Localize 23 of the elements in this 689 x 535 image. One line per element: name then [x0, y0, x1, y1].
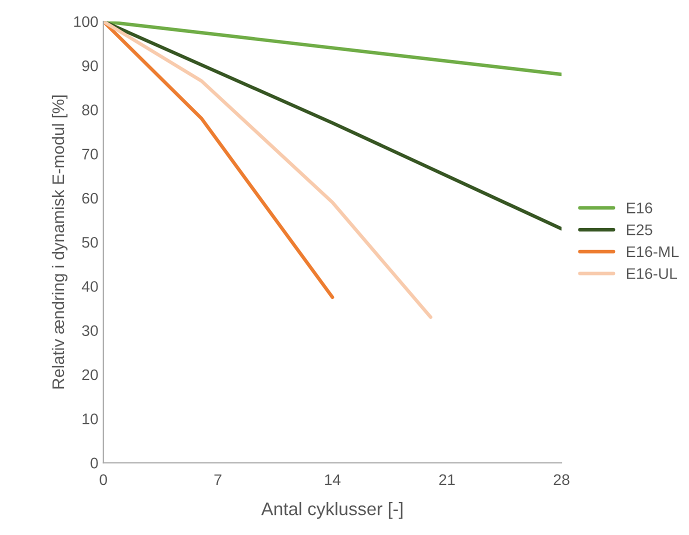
x-tick-label: 7	[214, 474, 222, 485]
y-tick-label: 10	[82, 414, 98, 424]
legend-label: E16-ML	[626, 246, 679, 258]
y-tick-label: 100	[74, 16, 98, 28]
x-tick-label: 28	[554, 474, 570, 486]
y-tick-label: 60	[82, 192, 98, 204]
x-tick-label: 0	[100, 474, 107, 486]
y-tick-label: 30	[82, 325, 98, 336]
x-tick-label: 14	[325, 474, 340, 485]
legend-label: E16-UL	[626, 268, 677, 280]
y-tick-label: 70	[82, 148, 98, 160]
y-tick-label: 90	[82, 60, 98, 72]
y-tick-label: 20	[82, 369, 98, 380]
x-tick-label: 21	[439, 474, 455, 485]
y-tick-label: 40	[82, 281, 98, 292]
x-axis-title: Antal cyklusser [-]	[261, 502, 402, 519]
y-axis-title: Relativ ændring i dynamisk E-modul [%]	[52, 96, 68, 388]
y-tick-label: 0	[90, 458, 98, 468]
legend-label: E16	[626, 202, 652, 214]
y-tick-label: 80	[82, 104, 98, 116]
legend-label: E25	[626, 224, 652, 236]
line-series	[103, 21, 432, 319]
y-tick-label: 50	[82, 236, 98, 248]
